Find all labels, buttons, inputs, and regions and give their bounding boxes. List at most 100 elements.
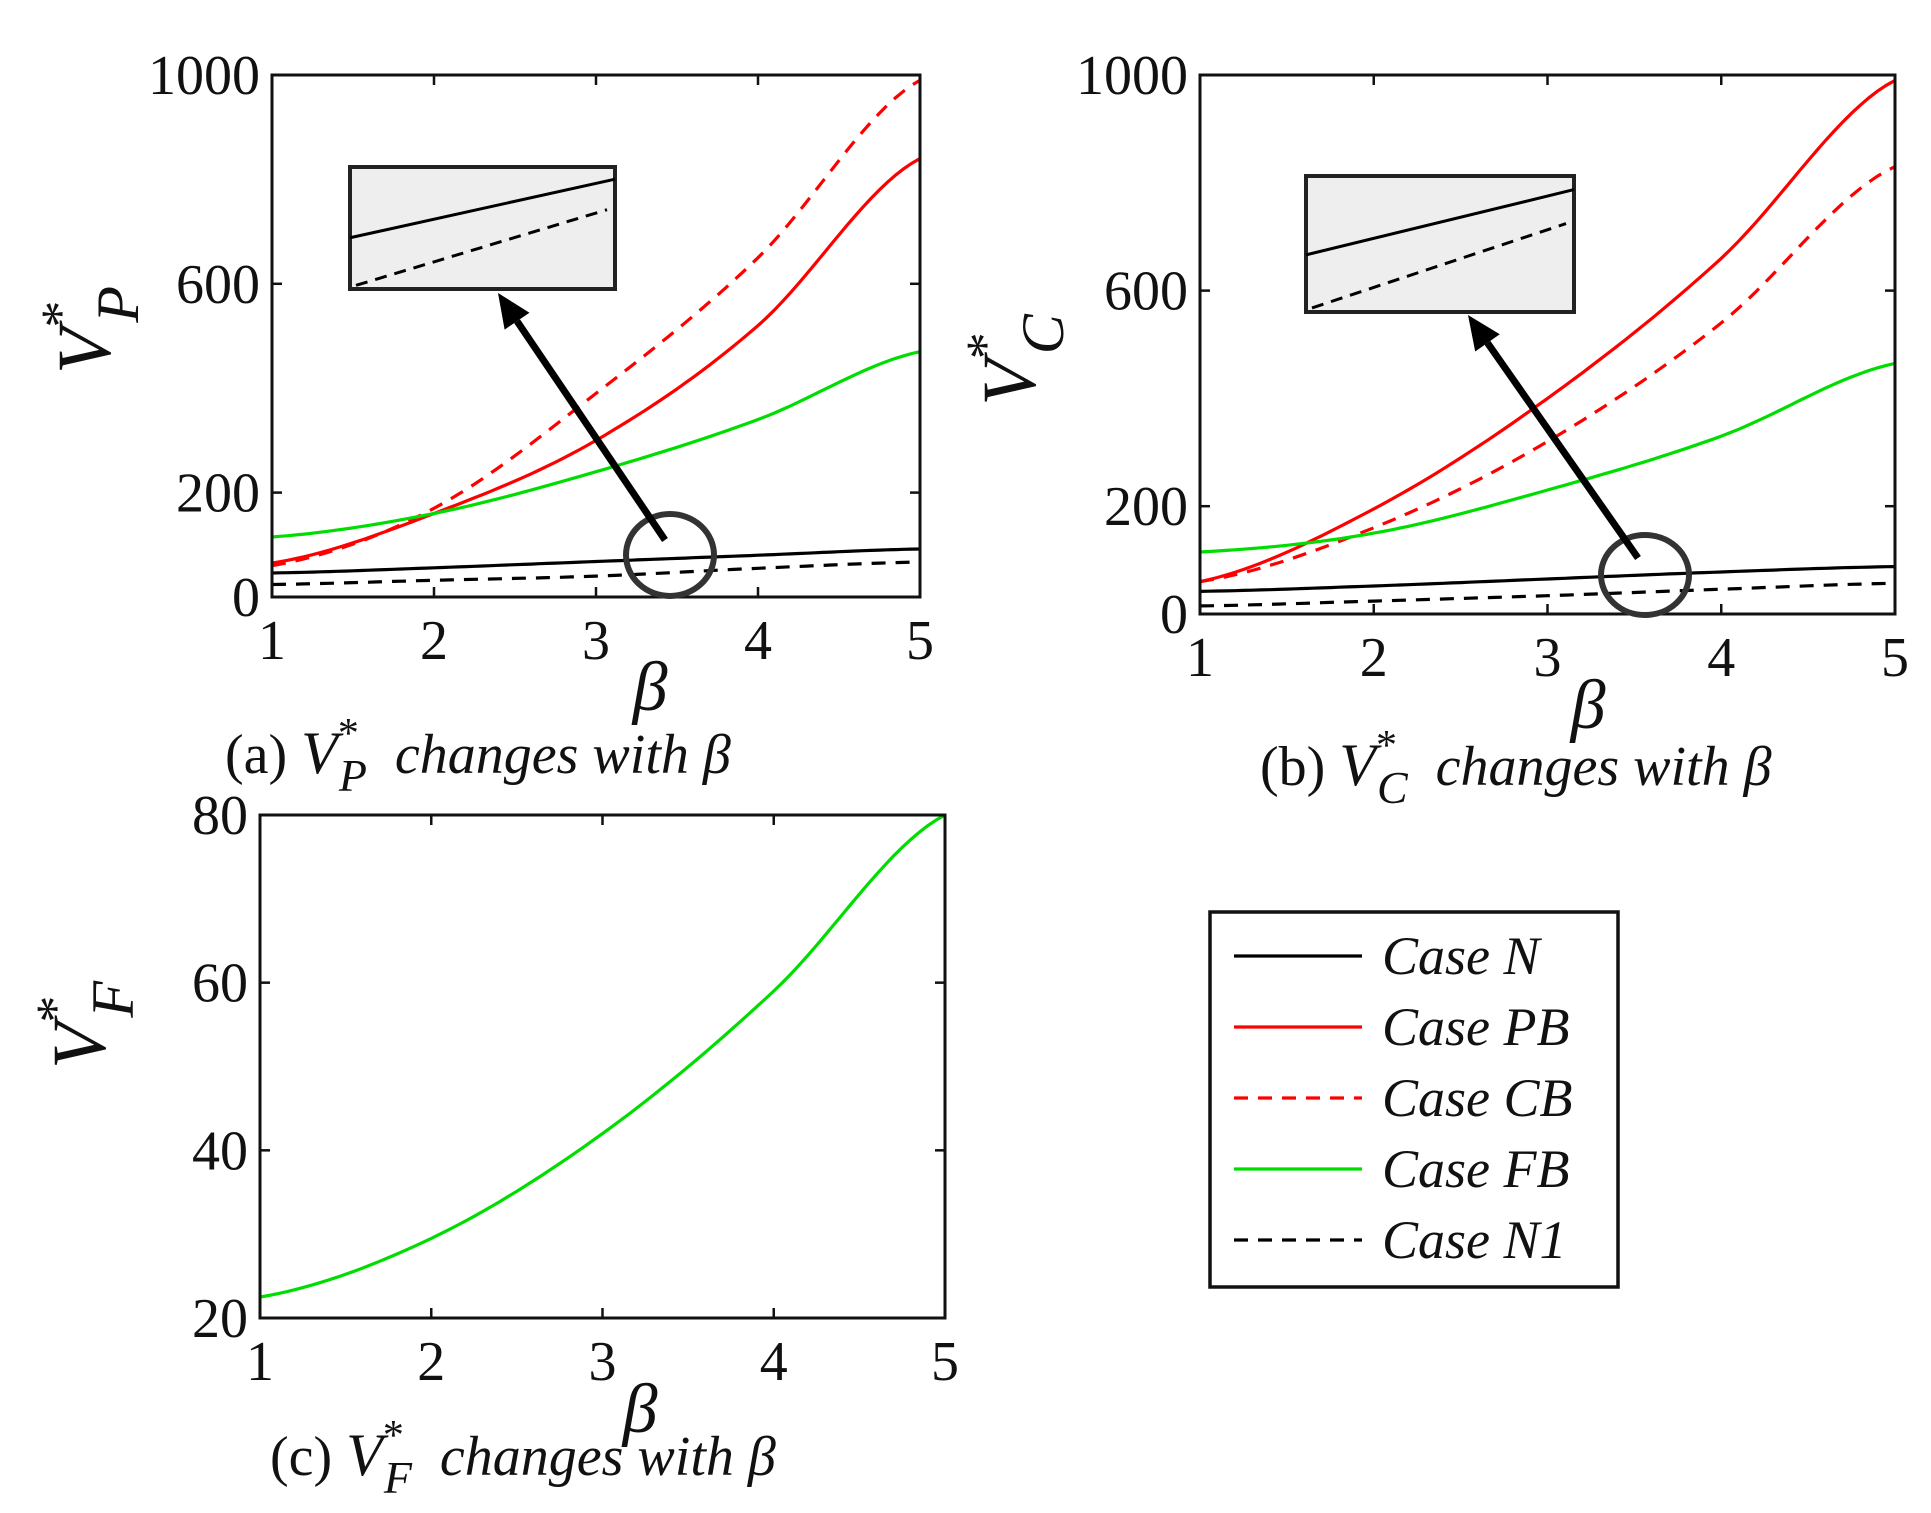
y-tick-label: 40 — [192, 1120, 248, 1182]
x-tick-label: 2 — [1360, 627, 1388, 689]
series-group — [260, 815, 945, 1299]
y-label-base: V — [38, 1015, 122, 1069]
axes-box — [1198, 73, 1897, 616]
panel-caption: (c) V* F changes with β — [270, 1413, 776, 1503]
x-axis-label: β — [621, 1371, 658, 1448]
caption-sub: P — [338, 750, 367, 801]
legend-label: Case CB — [1382, 1068, 1573, 1128]
zoom-circle — [1598, 532, 1692, 618]
y-tick-label: 0 — [232, 567, 260, 629]
x-tick-label: 4 — [1707, 627, 1735, 689]
x-axis-label: β — [1569, 667, 1606, 744]
series-line-case-pb — [1200, 79, 1895, 584]
y-label-sub: P — [85, 286, 151, 324]
caption-var: V — [301, 720, 344, 786]
caption-prefix: (c) — [270, 1426, 346, 1488]
axes-box — [258, 813, 947, 1320]
caption-text: changes with — [1422, 736, 1744, 798]
caption-var: V — [346, 1422, 389, 1488]
zoom-arrow-head — [1468, 315, 1500, 352]
y-tick-label: 600 — [1104, 261, 1188, 323]
y-label-sup: * — [25, 996, 85, 1023]
caption-sup: * — [1376, 723, 1397, 769]
legend: Case N Case PB Case CB Case FB Case N1 — [1208, 910, 1620, 1289]
caption-sup: * — [383, 1413, 404, 1459]
series-line-case-fb — [260, 815, 945, 1299]
zoom-arrow-shaft — [1484, 340, 1641, 561]
zoom-arrow-head — [498, 293, 530, 330]
legend-label: Case N — [1382, 926, 1543, 986]
y-label-sup: * — [30, 301, 90, 328]
zoom-inset-line-solid — [349, 177, 616, 240]
caption-symbol: β — [747, 1426, 776, 1488]
legend-label: Case PB — [1382, 997, 1569, 1057]
x-tick-label: 1 — [246, 1331, 274, 1393]
x-tick-label: 4 — [744, 610, 772, 672]
panel-caption: (a) V* P changes with β — [225, 711, 731, 801]
caption-prefix: (b) — [1260, 736, 1339, 798]
y-axis-label: V*C — [955, 313, 1076, 405]
x-tick-label: 5 — [1881, 627, 1909, 689]
y-tick-label: 1000 — [148, 45, 260, 107]
y-label-sup: * — [955, 332, 1015, 359]
zoom-circle — [623, 511, 717, 599]
caption-symbol: β — [1743, 736, 1772, 798]
panel-caption: (b) V* C changes with β — [1260, 723, 1772, 813]
caption-sub: F — [383, 1452, 413, 1503]
x-axis-label: β — [631, 649, 668, 726]
caption-prefix: (a) — [225, 724, 301, 786]
y-tick-label: 1000 — [1076, 45, 1188, 107]
series-line-case-n — [1200, 565, 1895, 593]
series-line-case-fb — [272, 350, 920, 539]
y-tick-label: 200 — [1104, 476, 1188, 538]
x-tick-label: 3 — [589, 1331, 617, 1393]
caption-sup: * — [338, 711, 359, 757]
y-tick-label: 200 — [176, 463, 260, 525]
y-tick-label: 80 — [192, 785, 248, 847]
series-group — [1200, 79, 1895, 608]
series-line-case-n1 — [272, 560, 920, 587]
y-label-sub: F — [80, 980, 146, 1019]
caption-text: changes with — [381, 724, 703, 786]
y-tick-label: 600 — [176, 254, 260, 316]
zoom-inset-line-dashed — [1311, 222, 1567, 310]
series-line-case-fb — [1200, 361, 1895, 554]
caption-sub: C — [1377, 762, 1409, 813]
zoom-inset-line-solid — [1305, 188, 1575, 257]
x-tick-label: 1 — [258, 610, 286, 672]
caption-var: V — [1339, 732, 1382, 798]
x-tick-label: 3 — [1534, 627, 1562, 689]
x-tick-label: 3 — [582, 610, 610, 672]
y-tick-label: 20 — [192, 1288, 248, 1350]
zoom-inset-line-dashed — [355, 208, 608, 287]
zoom-arrow-shaft — [514, 319, 668, 542]
x-tick-label: 5 — [906, 610, 934, 672]
caption-symbol: β — [702, 724, 731, 786]
x-tick-label: 2 — [420, 610, 448, 672]
legend-box — [1208, 910, 1620, 1289]
legend-label: Case N1 — [1382, 1210, 1567, 1270]
series-group — [272, 78, 920, 587]
y-axis-label: V*P — [30, 286, 151, 374]
series-line-case-cb — [1200, 165, 1895, 584]
legend-label: Case FB — [1382, 1139, 1569, 1199]
series-line-case-n — [272, 547, 920, 575]
y-label-base: V — [968, 352, 1052, 406]
x-tick-label: 2 — [417, 1331, 445, 1393]
series-line-case-cb — [272, 78, 920, 568]
x-tick-label: 4 — [760, 1331, 788, 1393]
x-tick-label: 5 — [931, 1331, 959, 1393]
caption-text: changes with — [426, 1426, 748, 1488]
y-label-base: V — [43, 320, 127, 374]
y-tick-label: 60 — [192, 953, 248, 1015]
series-line-case-n1 — [1200, 581, 1895, 608]
y-label-sub: C — [1010, 313, 1076, 354]
y-axis-label: V*F — [25, 980, 146, 1069]
axes-box — [270, 73, 922, 599]
x-tick-label: 1 — [1186, 627, 1214, 689]
y-tick-label: 0 — [1160, 584, 1188, 646]
